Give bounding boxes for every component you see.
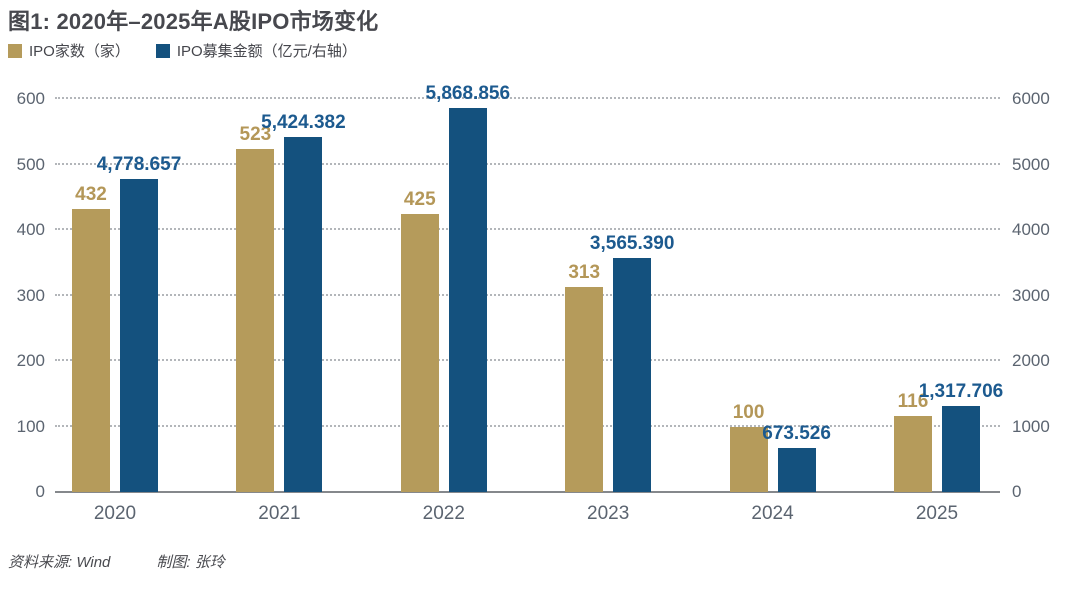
bar-pair: 116 1,317.706 — [893, 382, 1003, 492]
ipo-count-bar-wrap: 116 — [893, 392, 932, 492]
ipo-count-bar-wrap: 313 — [565, 263, 604, 492]
tick-label: 100 — [16, 416, 45, 436]
ipo-count-value-label: 116 — [897, 391, 929, 413]
tick-label: 6000 — [1012, 89, 1050, 108]
ipo-amount-bar-wrap: 673.526 — [762, 424, 831, 492]
bar-chart: 0 100 200 300 400 500 600 432 4,778.657 2020 523 5… — [0, 78, 1080, 548]
bar-group-2024: 100 673.526 2024 — [729, 403, 831, 524]
tick-label: 500 — [16, 154, 45, 174]
ipo-amount-value-label: 4,778.657 — [96, 154, 182, 175]
gridline-500 — [55, 162, 1000, 165]
x-axis-label-2024: 2024 — [751, 503, 794, 524]
tick-label: 400 — [16, 220, 45, 239]
ipo-amount-bar — [284, 136, 323, 492]
gridline-100 — [55, 424, 1000, 427]
ipo-amount-bar-wrap: 5,424.382 — [261, 113, 346, 492]
gold-swatch-icon — [8, 43, 22, 58]
ipo-amount-value-label: 5,868.856 — [425, 82, 511, 104]
legend-label: IPO募集金额（亿元/右轴） — [176, 43, 357, 60]
x-axis-label-2025: 2025 — [915, 503, 959, 524]
bar-group-2022: 425 5,868.856 2022 — [400, 84, 510, 524]
bar-pair: 313 3,565.390 — [565, 234, 674, 492]
ipo-amount-value-label: 3,565.390 — [589, 233, 675, 255]
bar-group-2021: 523 5,424.382 2021 — [236, 113, 346, 524]
bar-group-2025: 116 1,317.706 2025 — [893, 382, 1003, 524]
chart-title: 图1: 2020年–2025年A股IPO市场变化 — [8, 9, 379, 34]
gridline-600 — [55, 97, 1000, 99]
ipo-amount-bar-wrap: 5,868.856 — [426, 84, 510, 492]
tick-label: 0 — [1012, 482, 1022, 501]
ipo-amount-bar — [120, 179, 158, 492]
bar-group-2023: 313 3,565.390 2023 — [565, 234, 674, 524]
ipo-count-bar-wrap: 432 — [72, 185, 110, 492]
ipo-amount-bar-wrap: 4,778.657 — [97, 155, 181, 492]
tick-label: 1000 — [1012, 416, 1050, 436]
tick-label: 0 — [35, 482, 45, 501]
tick-label: 5000 — [1012, 154, 1050, 174]
ipo-count-bar — [236, 149, 275, 492]
legend-label: IPO家数（家） — [29, 43, 130, 60]
ipo-amount-bar — [941, 405, 980, 492]
y-axis-right: 0 1000 2000 3000 4000 5000 6000 — [1012, 90, 1072, 501]
gridlines — [55, 97, 1000, 492]
ipo-count-value-label: 313 — [568, 262, 601, 283]
ipo-count-bar-wrap: 425 — [400, 190, 439, 492]
ipo-count-bar-wrap: 100 — [729, 403, 768, 492]
tick-label: 600 — [16, 89, 45, 108]
ipo-count-value-label: 425 — [403, 188, 436, 210]
legend-item-ipo-amount: IPO募集金额（亿元/右轴） — [155, 40, 357, 61]
ipo-count-bar — [565, 287, 604, 492]
gridline-400 — [55, 228, 1000, 230]
x-axis-label-2023: 2023 — [587, 503, 630, 524]
tick-label: 3000 — [1012, 285, 1050, 305]
ipo-count-bar — [400, 213, 439, 492]
legend: IPO家数（家） IPO募集金额（亿元/右轴） — [8, 40, 357, 61]
ipo-count-bar — [729, 426, 768, 492]
bar-pair: 425 5,868.856 — [400, 84, 510, 492]
data-source: 资料来源: Wind — [8, 554, 111, 571]
bar-pair: 432 4,778.657 — [72, 155, 181, 492]
chart-footer: 资料来源: Wind 制图: 张玲 — [8, 551, 225, 572]
ipo-amount-value-label: 5,424.382 — [261, 111, 346, 133]
ipo-count-bar-wrap: 523 — [236, 125, 275, 492]
ipo-amount-bar — [777, 447, 816, 492]
x-axis-label-2022: 2022 — [422, 503, 465, 524]
x-axis-label-2020: 2020 — [93, 503, 137, 524]
y-axis-left: 0 100 200 300 400 500 600 — [0, 90, 45, 501]
tick-label: 2000 — [1012, 351, 1050, 370]
ipo-amount-bar-wrap: 1,317.706 — [919, 382, 1003, 492]
x-axis-baseline — [55, 491, 1000, 493]
ipo-amount-value-label: 673.526 — [762, 422, 831, 444]
bar-group-2020: 432 4,778.657 2020 — [72, 155, 181, 524]
tick-label: 4000 — [1012, 220, 1050, 239]
tick-label: 300 — [16, 285, 45, 305]
gridline-300 — [55, 293, 1000, 296]
ipo-count-value-label: 100 — [732, 401, 765, 423]
legend-item-ipo-count: IPO家数（家） — [8, 40, 130, 61]
plot-area: 432 4,778.657 2020 523 5,424.382 2021 425 5,868… — [55, 84, 1003, 524]
ipo-count-bar — [72, 209, 110, 492]
bar-pair: 100 673.526 — [729, 403, 831, 492]
ipo-count-bar — [893, 416, 932, 492]
gridline-200 — [55, 359, 1000, 361]
bar-pair: 523 5,424.382 — [236, 113, 346, 492]
ipo-count-value-label: 523 — [239, 124, 272, 146]
bar-groups: 432 4,778.657 2020 523 5,424.382 2021 425 5,868… — [55, 84, 1003, 524]
tick-label: 200 — [16, 351, 45, 370]
ipo-amount-value-label: 1,317.706 — [918, 380, 1004, 402]
ipo-amount-bar — [613, 258, 652, 492]
ipo-count-value-label: 432 — [75, 184, 107, 206]
ipo-amount-bar-wrap: 3,565.390 — [590, 234, 674, 492]
x-axis-label-2021: 2021 — [258, 503, 301, 524]
blue-swatch-icon — [155, 43, 170, 58]
ipo-amount-bar — [448, 107, 487, 492]
chart-credit: 制图: 张玲 — [156, 554, 225, 571]
